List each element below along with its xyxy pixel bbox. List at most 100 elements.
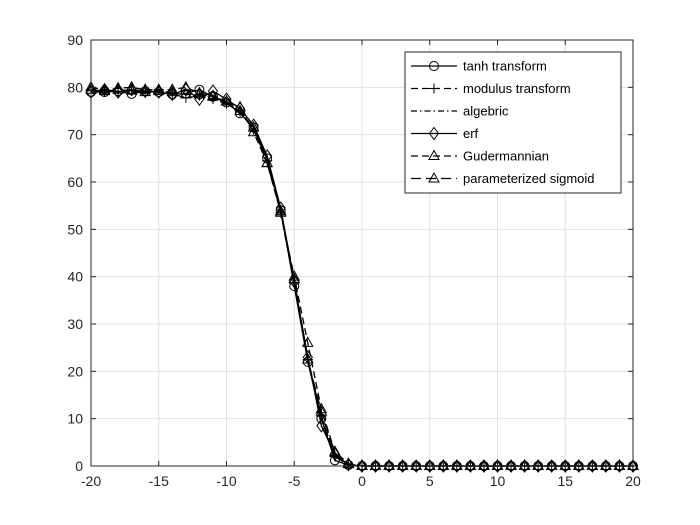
x-tick-label: -10 [216,473,236,489]
data-point [301,352,314,364]
data-point [139,83,152,94]
y-tick-label: 70 [67,127,83,143]
legend-label: modulus transform [463,81,571,96]
data-point [573,459,584,473]
data-point [600,459,612,473]
legend-item-algebric: algebric [411,104,509,119]
data-point [180,87,192,99]
y-tick-label: 80 [67,79,83,95]
data-point [532,459,544,470]
data-point [627,459,639,470]
data-point [112,83,124,94]
y-tick-label: 30 [67,316,83,332]
legend-label: erf [463,126,479,141]
data-point [152,83,165,94]
data-point [316,418,327,433]
data-point [112,81,124,93]
legend-marker [428,126,440,141]
data-point [600,459,612,470]
data-point [315,405,328,416]
data-point [288,272,301,284]
legend-box [404,51,622,194]
data-point [220,95,233,106]
x-tick-label: -20 [81,473,101,489]
data-point [438,459,449,473]
legend: tanh transform modulus transform algebric e… [404,51,622,194]
data-point [518,459,531,470]
x-tick-label: 20 [625,473,641,489]
data-point [274,204,287,216]
data-point [247,121,260,132]
data-point [383,459,395,470]
legend-label: algebric [463,104,509,119]
data-point [627,459,639,473]
legend-marker [428,171,440,183]
data-point [342,457,355,469]
y-tick-label: 60 [67,174,83,190]
legend-label: tanh transform [463,59,547,74]
data-point [464,459,477,470]
data-point [274,206,287,217]
data-point [451,459,463,470]
data-point [261,156,273,168]
data-point [125,80,138,92]
data-point [451,459,462,473]
x-tick-label: 0 [358,473,366,489]
data-point [572,459,585,470]
y-tick-label: 40 [67,269,83,285]
legend-item-erf: erf [411,126,479,141]
data-point [329,446,341,457]
y-tick-label: 10 [67,411,83,427]
data-point [383,459,395,473]
y-tick-label: 90 [67,32,83,48]
legend-item-gudermannian: Gudermannian [411,149,549,164]
data-point [356,459,368,470]
data-point [614,459,625,473]
data-point [478,459,490,473]
x-tick-label: -5 [288,473,301,489]
data-point [465,459,476,473]
data-point [397,459,408,473]
x-tick-label: 5 [426,473,434,489]
data-point [437,459,450,470]
data-point [586,459,599,470]
data-point [492,459,503,473]
x-tick-label: 15 [557,473,573,489]
data-point [491,459,504,470]
data-point [152,84,165,96]
y-tick-label: 0 [75,458,83,474]
y-tick-label: 20 [67,363,83,379]
data-point [559,459,572,470]
axes: -20 -15 -10 -5 0 5 10 15 20 0 10 20 30 40 50 60 70 80 90 [67,32,641,489]
data-point [411,459,422,473]
data-point [234,104,246,115]
data-point [180,80,192,92]
x-tick-label: 10 [490,473,506,489]
data-point [424,459,435,473]
data-point [370,459,381,473]
data-point [478,459,490,470]
y-tick-label: 50 [67,221,83,237]
data-point [125,84,138,95]
data-point [194,92,205,106]
data-point [423,459,436,470]
data-point [519,459,530,473]
legend-marker [428,149,440,160]
legend-marker [429,61,439,71]
data-point [356,459,368,473]
data-point [207,90,219,101]
legend-label: Gudermannian [463,149,549,164]
legend-item-tanh-transform: tanh transform [411,59,547,74]
x-tick-label: -15 [149,473,169,489]
data-point [193,87,206,99]
data-point [546,459,557,473]
legend-item-modulus-transform: modulus transform [411,81,571,96]
legend-label: parameterized sigmoid [463,171,595,186]
data-point [396,459,409,470]
data-point [505,459,517,473]
data-point [533,459,544,473]
data-point [587,459,598,473]
legend-marker [429,83,439,94]
data-point [369,459,382,470]
